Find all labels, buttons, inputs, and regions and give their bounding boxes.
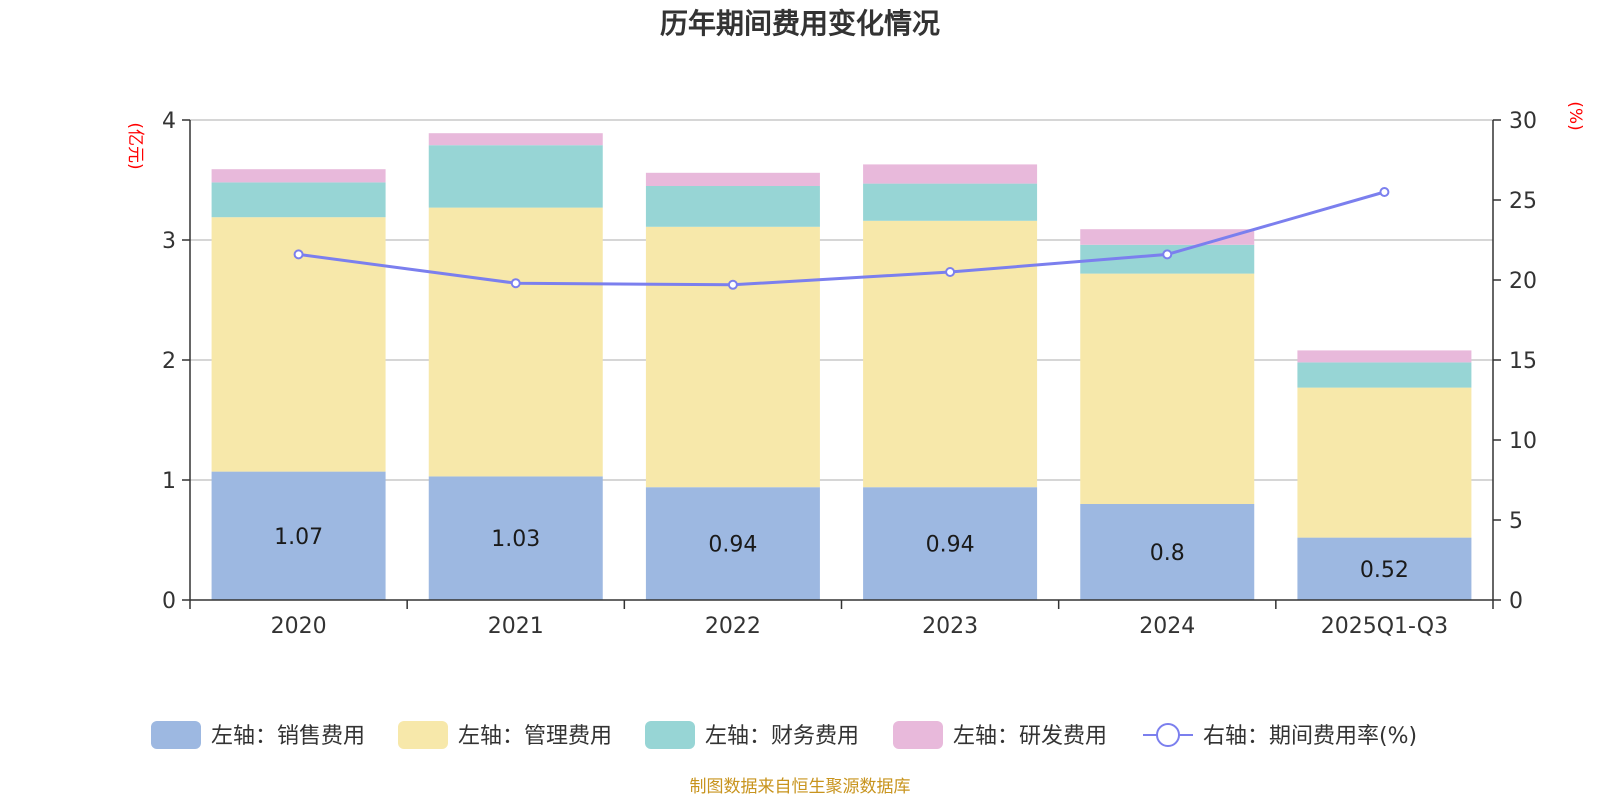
bar-segment <box>1297 362 1472 388</box>
bars <box>211 133 1472 600</box>
rate-line-point <box>293 249 304 260</box>
rate-line-point <box>727 279 738 290</box>
bar-data-label: 1.03 <box>491 527 540 552</box>
right-tick-label: 20 <box>1509 269 1537 294</box>
x-tick-label: 2023 <box>922 614 978 639</box>
source-note: 制图数据来自恒生聚源数据库 <box>690 777 911 797</box>
right-tick-label: 0 <box>1509 589 1523 614</box>
bar-segment <box>1080 273 1255 504</box>
rate-line-point <box>1162 249 1173 260</box>
bar-segment <box>1297 537 1472 600</box>
legend: 左轴：销售费用 左轴：管理费用 左轴：财务费用 左轴：研发费用 右轴：期间费用率(%) <box>151 721 1417 749</box>
right-tick-label: 25 <box>1509 189 1537 214</box>
left-tick-label: 0 <box>162 589 176 614</box>
legend-label: 左轴：财务费用 <box>705 724 859 749</box>
bar-segment <box>428 133 603 146</box>
right-tick-label: 15 <box>1509 349 1537 374</box>
axes: 0 1 2 3 4 0 5 10 15 20 25 30 2020 2021 2022 2023 2024 202… <box>162 109 1537 639</box>
legend-label: 左轴：管理费用 <box>458 724 612 749</box>
legend-label: 左轴：销售费用 <box>211 724 365 749</box>
right-tick-label: 30 <box>1509 109 1537 134</box>
x-tick-label: 2021 <box>488 614 544 639</box>
legend-swatch <box>398 721 448 749</box>
legend-label: 右轴：期间费用率(%) <box>1203 724 1417 749</box>
left-tick-label: 4 <box>162 109 176 134</box>
bar-segment <box>645 186 820 227</box>
left-axis-unit: (亿元) <box>125 122 145 169</box>
legend-swatch <box>645 721 695 749</box>
bar-segment <box>645 226 820 488</box>
bar-segment <box>645 487 820 600</box>
bar-labels: 1.07 1.03 0.94 0.94 0.8 0.52 <box>274 525 1409 583</box>
legend-line-marker <box>1156 723 1180 747</box>
rate-line <box>293 187 1390 290</box>
x-tick-label: 2024 <box>1139 614 1195 639</box>
right-tick-label: 5 <box>1509 509 1523 534</box>
bar-segment <box>1080 504 1255 600</box>
bar-data-label: 0.8 <box>1150 541 1185 566</box>
rate-line-point <box>510 278 521 289</box>
bar-segment <box>1297 350 1472 363</box>
chart-title: 历年期间费用变化情况 <box>660 7 940 40</box>
bar-data-label: 0.94 <box>926 533 975 558</box>
bar-segment <box>428 145 603 208</box>
bar-segment <box>428 476 603 600</box>
rate-line-point <box>945 267 956 277</box>
left-tick-label: 2 <box>162 349 176 374</box>
rate-line-point <box>1379 187 1390 197</box>
bar-segment <box>863 183 1038 221</box>
bar-segment <box>211 471 386 600</box>
legend-label: 左轴：研发费用 <box>953 724 1107 749</box>
x-tick-label: 2025Q1-Q3 <box>1321 614 1448 639</box>
bar-segment <box>863 487 1038 600</box>
legend-swatch <box>893 721 943 749</box>
grid-lines <box>190 119 1493 481</box>
rate-line-path <box>298 190 1385 287</box>
bar-segment <box>1297 387 1472 538</box>
bar-segment <box>211 169 386 183</box>
bar-segment <box>863 220 1038 488</box>
bar-data-label: 0.52 <box>1360 558 1409 583</box>
bar-data-label: 1.07 <box>274 525 323 550</box>
x-tick-label: 2022 <box>705 614 761 639</box>
bar-data-label: 0.94 <box>708 533 757 558</box>
bar-segment <box>863 164 1038 184</box>
legend-swatch <box>151 721 201 749</box>
x-tick-label: 2020 <box>271 614 327 639</box>
right-axis-unit: (%) <box>1565 101 1585 130</box>
bar-segment <box>645 172 820 186</box>
bar-segment <box>211 217 386 472</box>
bar-segment <box>211 182 386 218</box>
left-tick-label: 1 <box>162 469 176 494</box>
left-tick-label: 3 <box>162 229 176 254</box>
right-tick-label: 10 <box>1509 429 1537 454</box>
bar-segment <box>428 207 603 477</box>
